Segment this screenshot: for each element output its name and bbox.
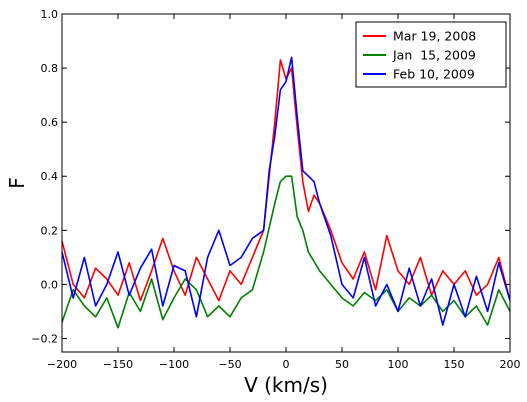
y-tick-label: 0.2 (41, 224, 59, 237)
x-tick-label: 200 (500, 358, 521, 371)
y-axis-ticks: −0.2 0.0 0.2 0.4 0.6 0.8 1.0 (31, 8, 510, 345)
series-line-2 (61, 175, 511, 329)
legend-label: Mar 19, 2008 (393, 29, 476, 44)
legend-label: Jan 15, 2009 (392, 48, 476, 63)
x-tick-label: −100 (159, 358, 189, 371)
series-layer (61, 56, 511, 329)
x-tick-label: 50 (335, 358, 349, 371)
series-line-3 (61, 56, 511, 326)
y-tick-label: 0.4 (41, 170, 59, 183)
y-tick-label: 1.0 (41, 8, 59, 21)
x-tick-label: −50 (218, 358, 241, 371)
x-axis-ticks: −200 −150 −100 −50 0 50 100 150 200 (47, 14, 521, 371)
y-tick-label: 0.8 (41, 62, 59, 75)
x-tick-label: −200 (47, 358, 77, 371)
legend: Mar 19, 2008 Jan 15, 2009 Feb 10, 2009 (355, 21, 507, 88)
y-axis-title: F (5, 177, 29, 189)
y-tick-label: 0.0 (41, 278, 59, 291)
y-tick-label: 0.6 (41, 116, 59, 129)
legend-label: Feb 10, 2009 (393, 67, 475, 82)
x-axis-title: V (km/s) (244, 373, 328, 397)
x-tick-label: −150 (103, 358, 133, 371)
series-line-1 (61, 59, 511, 302)
x-tick-label: 100 (388, 358, 409, 371)
y-tick-label: −0.2 (31, 332, 58, 345)
x-tick-label: 0 (283, 358, 290, 371)
x-tick-label: 150 (444, 358, 465, 371)
